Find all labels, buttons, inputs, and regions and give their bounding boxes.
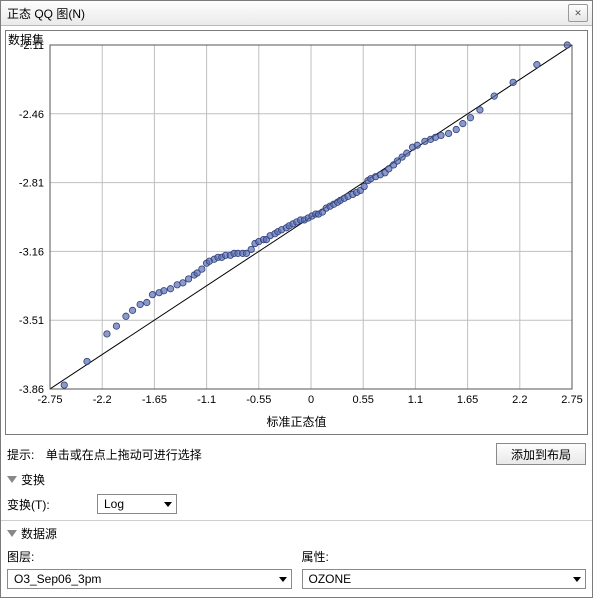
close-icon[interactable]: ✕: [568, 4, 588, 22]
svg-text:-3.51: -3.51: [19, 315, 44, 327]
svg-text:-3.86: -3.86: [19, 384, 44, 396]
titlebar: 正态 QQ 图(N) ✕: [1, 1, 592, 26]
add-to-layout-button[interactable]: 添加到布局: [496, 443, 586, 465]
attribute-label: 属性:: [302, 548, 587, 565]
hint-label: 提示:: [7, 448, 34, 462]
svg-text:0: 0: [308, 394, 314, 406]
qq-scatter-chart[interactable]: -2.75-2.2-1.65-1.1-0.5500.551.11.652.22.…: [6, 31, 586, 411]
y-axis-title: 数据集: [8, 31, 44, 48]
transform-select[interactable]: Log: [97, 494, 177, 514]
svg-text:0.55: 0.55: [352, 394, 373, 406]
svg-text:1.65: 1.65: [457, 394, 478, 406]
svg-text:-0.55: -0.55: [246, 394, 271, 406]
svg-text:1.1: 1.1: [408, 394, 423, 406]
transform-row: 变换(T): Log: [1, 490, 592, 518]
qq-plot-window: 正态 QQ 图(N) ✕ 数据集 -2.75-2.2-1.65-1.1-0.55…: [0, 0, 593, 598]
attribute-select[interactable]: OZONE: [302, 569, 587, 589]
window-title: 正态 QQ 图(N): [7, 5, 85, 22]
svg-text:-3.16: -3.16: [19, 246, 44, 258]
chart-area: 数据集 -2.75-2.2-1.65-1.1-0.5500.551.11.652…: [5, 30, 588, 435]
chevron-down-icon: [573, 577, 581, 582]
svg-text:-2.46: -2.46: [19, 109, 44, 121]
chevron-down-icon: [279, 577, 287, 582]
layer-select[interactable]: O3_Sep06_3pm: [7, 569, 292, 589]
datasource-row: 图层: O3_Sep06_3pm 属性: OZONE: [1, 544, 592, 593]
transform-section-header[interactable]: 变换: [1, 469, 592, 490]
transform-label: 变换(T):: [7, 496, 97, 513]
hint-row: 提示: 单击或在点上拖动可进行选择 添加到布局: [1, 439, 592, 469]
chevron-down-icon: [7, 476, 17, 483]
svg-text:2.2: 2.2: [512, 394, 527, 406]
chevron-down-icon: [7, 530, 17, 537]
x-axis-title: 标准正态值: [6, 411, 587, 434]
svg-text:2.75: 2.75: [561, 394, 582, 406]
datasource-section-header[interactable]: 数据源: [1, 523, 592, 544]
hint-text: 单击或在点上拖动可进行选择: [46, 448, 202, 462]
chevron-down-icon: [164, 502, 172, 507]
svg-text:-1.1: -1.1: [197, 394, 216, 406]
svg-text:-2.81: -2.81: [19, 178, 44, 190]
layer-label: 图层:: [7, 548, 292, 565]
svg-text:-1.65: -1.65: [142, 394, 167, 406]
svg-text:-2.2: -2.2: [93, 394, 112, 406]
